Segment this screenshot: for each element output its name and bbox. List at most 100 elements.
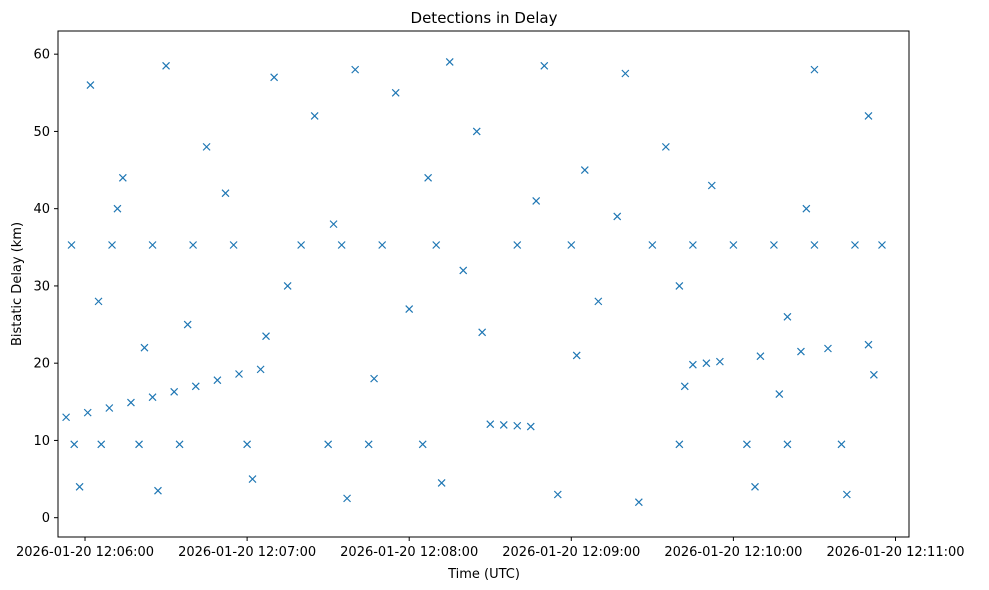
- data-point: [445, 57, 454, 66]
- x-tick-label: 2026-01-20 12:06:00: [16, 545, 154, 560]
- data-point: [864, 112, 873, 120]
- data-point: [256, 365, 265, 374]
- y-tick-label: 10: [33, 434, 50, 449]
- data-point: [869, 370, 878, 379]
- data-point: [191, 382, 200, 391]
- data-point: [472, 127, 481, 136]
- data-point: [183, 320, 192, 329]
- data-point: [707, 181, 716, 190]
- data-point: [283, 282, 292, 290]
- data-point: [553, 490, 562, 499]
- data-point: [70, 440, 79, 449]
- data-point: [540, 61, 549, 70]
- data-point: [842, 490, 851, 499]
- data-point: [675, 282, 684, 290]
- data-point: [221, 189, 230, 198]
- y-tick-label: 20: [33, 357, 50, 372]
- data-point: [248, 475, 257, 483]
- data-point: [270, 73, 279, 82]
- data-point: [648, 241, 657, 249]
- x-tick-label: 2026-01-20 12:07:00: [178, 545, 316, 560]
- data-point: [878, 241, 886, 249]
- data-point: [499, 421, 508, 429]
- data-point: [343, 494, 351, 503]
- data-point: [802, 204, 811, 213]
- data-point: [824, 344, 832, 353]
- data-point: [675, 440, 684, 449]
- data-point: [310, 112, 319, 120]
- data-point: [337, 241, 346, 249]
- data-point: [851, 241, 859, 249]
- data-point: [572, 351, 581, 360]
- data-point: [775, 390, 784, 399]
- data-point: [97, 440, 106, 449]
- y-axis-title: Bistatic Delay (km): [10, 222, 25, 346]
- data-point: [113, 204, 122, 213]
- data-point: [235, 370, 243, 378]
- data-point: [378, 241, 387, 249]
- data-point: [94, 297, 103, 306]
- data-point: [810, 241, 819, 249]
- data-point: [140, 343, 149, 352]
- x-tick-label: 2026-01-20 12:09:00: [502, 545, 640, 560]
- data-point: [702, 359, 711, 368]
- data-point: [67, 241, 76, 249]
- y-axis: 0 10 20 30 40 50 60: [33, 48, 58, 526]
- x-axis: 2026-01-20 12:06:00 2026-01-20 12:07:00 20…: [16, 537, 965, 560]
- data-point: [364, 440, 373, 449]
- data-points: [62, 57, 886, 507]
- data-point: [688, 241, 697, 249]
- data-point: [797, 347, 805, 356]
- data-point: [424, 173, 433, 182]
- data-point: [75, 482, 84, 491]
- data-point: [83, 408, 92, 417]
- data-point: [688, 360, 697, 369]
- data-point: [513, 421, 522, 430]
- data-point: [370, 374, 379, 383]
- data-point: [532, 197, 541, 205]
- data-point: [769, 241, 778, 249]
- data-point: [351, 65, 360, 74]
- data-point: [175, 440, 184, 449]
- data-point: [213, 376, 222, 385]
- data-point: [486, 420, 495, 429]
- data-point: [837, 440, 846, 449]
- data-point: [432, 241, 441, 249]
- data-point: [329, 220, 338, 229]
- data-point: [680, 382, 689, 391]
- data-point: [621, 69, 630, 78]
- data-point: [756, 352, 765, 361]
- data-point: [391, 88, 400, 97]
- data-point: [715, 357, 724, 366]
- data-point: [594, 297, 603, 306]
- data-point: [189, 241, 198, 249]
- data-point: [170, 387, 179, 396]
- data-point: [108, 241, 116, 249]
- y-tick-label: 0: [42, 511, 50, 526]
- data-point: [742, 440, 751, 449]
- y-tick-label: 30: [33, 279, 50, 294]
- plot-frame: [57, 30, 910, 538]
- data-point: [154, 486, 162, 495]
- data-point: [135, 440, 143, 449]
- data-point: [634, 498, 643, 507]
- data-point: [262, 332, 270, 341]
- data-point: [459, 266, 468, 275]
- data-point: [105, 404, 114, 412]
- plot-area: [57, 30, 910, 538]
- data-point: [418, 440, 427, 449]
- chart-title: Detections in Delay: [411, 9, 558, 27]
- data-point: [148, 393, 157, 402]
- y-tick-label: 50: [33, 125, 50, 140]
- data-point: [148, 241, 157, 249]
- data-point: [86, 81, 95, 90]
- y-tick-label: 40: [33, 202, 50, 217]
- data-point: [513, 241, 522, 249]
- data-point: [437, 478, 446, 487]
- data-point: [567, 241, 576, 249]
- data-point: [661, 142, 670, 151]
- data-point: [580, 166, 589, 174]
- data-point: [243, 440, 252, 449]
- data-point: [162, 61, 170, 70]
